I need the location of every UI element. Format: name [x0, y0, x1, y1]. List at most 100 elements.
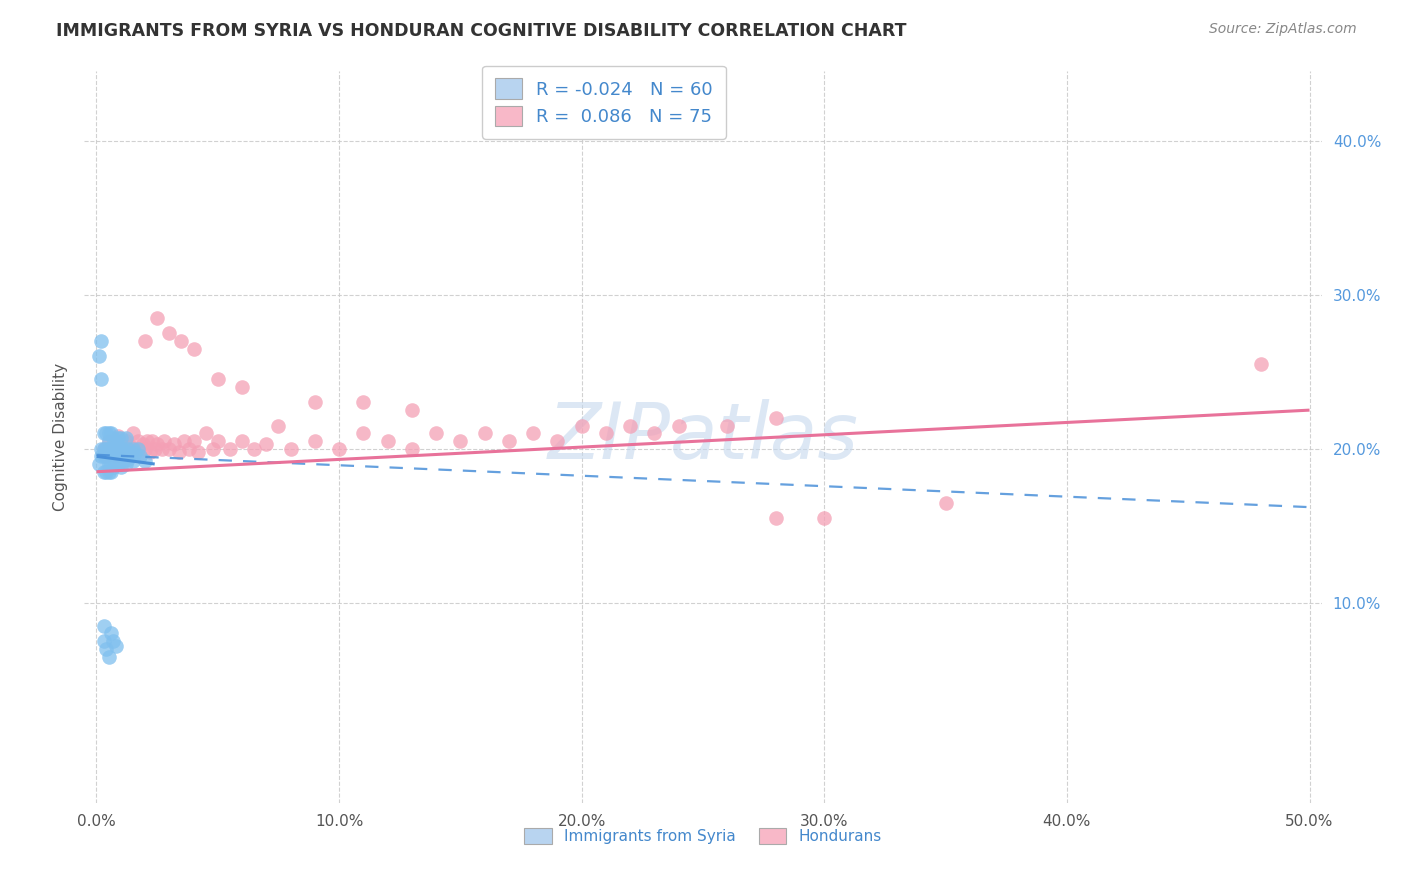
Point	[90, 450, 112, 464]
Point	[97, 649, 120, 664]
Point	[97, 465, 120, 479]
Point	[112, 442, 135, 456]
Point	[157, 442, 180, 456]
Point	[280, 442, 302, 456]
Point	[498, 434, 520, 448]
Point	[90, 372, 112, 386]
Point	[352, 426, 374, 441]
Point	[103, 452, 125, 467]
Point	[97, 426, 120, 441]
Point	[134, 334, 156, 348]
Point	[254, 437, 277, 451]
Point	[129, 450, 152, 464]
Point	[104, 444, 127, 458]
Point	[153, 434, 176, 448]
Point	[87, 349, 110, 363]
Point	[122, 454, 145, 468]
Point	[187, 444, 209, 458]
Point	[103, 431, 125, 445]
Point	[231, 380, 253, 394]
Text: ZIPatlas: ZIPatlas	[547, 399, 859, 475]
Point	[935, 495, 957, 509]
Point	[173, 434, 195, 448]
Point	[183, 434, 205, 448]
Point	[103, 634, 125, 648]
Point	[114, 457, 136, 471]
Point	[93, 634, 115, 648]
Point	[352, 395, 374, 409]
Point	[110, 434, 132, 448]
Point	[104, 457, 127, 471]
Point	[104, 434, 127, 448]
Point	[124, 442, 146, 456]
Point	[114, 431, 136, 445]
Point	[377, 434, 399, 448]
Point	[107, 457, 129, 471]
Point	[183, 342, 205, 356]
Point	[243, 442, 266, 456]
Point	[207, 434, 229, 448]
Point	[813, 511, 835, 525]
Point	[716, 418, 738, 433]
Point	[425, 426, 447, 441]
Point	[100, 444, 122, 458]
Point	[136, 434, 159, 448]
Point	[96, 465, 118, 479]
Point	[146, 437, 169, 451]
Point	[112, 442, 135, 456]
Point	[107, 442, 129, 456]
Point	[146, 310, 169, 325]
Point	[120, 446, 142, 460]
Point	[122, 444, 145, 458]
Point	[163, 437, 186, 451]
Point	[107, 429, 129, 443]
Point	[93, 442, 115, 456]
Point	[401, 403, 423, 417]
Point	[112, 454, 135, 468]
Point	[643, 426, 665, 441]
Point	[110, 442, 132, 456]
Text: Source: ZipAtlas.com: Source: ZipAtlas.com	[1209, 22, 1357, 37]
Point	[668, 418, 690, 433]
Point	[129, 450, 152, 464]
Point	[124, 446, 146, 460]
Point	[143, 442, 166, 456]
Point	[100, 465, 122, 479]
Point	[167, 444, 190, 458]
Point	[104, 450, 127, 464]
Point	[93, 442, 115, 456]
Point	[122, 426, 145, 441]
Point	[219, 442, 242, 456]
Point	[150, 442, 173, 456]
Point	[120, 438, 142, 452]
Point	[100, 426, 122, 441]
Point	[134, 442, 156, 456]
Point	[157, 326, 180, 340]
Point	[90, 334, 112, 348]
Point	[97, 442, 120, 456]
Point	[141, 434, 163, 448]
Point	[97, 450, 120, 464]
Point	[304, 395, 326, 409]
Point	[93, 618, 115, 632]
Point	[765, 410, 787, 425]
Point	[90, 442, 112, 456]
Point	[100, 626, 122, 640]
Point	[134, 454, 156, 468]
Point	[103, 460, 125, 475]
Point	[117, 442, 139, 456]
Point	[93, 450, 115, 464]
Point	[328, 442, 350, 456]
Point	[96, 641, 118, 656]
Point	[765, 511, 787, 525]
Text: IMMIGRANTS FROM SYRIA VS HONDURAN COGNITIVE DISABILITY CORRELATION CHART: IMMIGRANTS FROM SYRIA VS HONDURAN COGNIT…	[56, 22, 907, 40]
Point	[97, 457, 120, 471]
Point	[131, 437, 153, 451]
Point	[110, 450, 132, 464]
Point	[1250, 357, 1272, 371]
Point	[449, 434, 471, 448]
Point	[522, 426, 544, 441]
Point	[117, 450, 139, 464]
Point	[103, 442, 125, 456]
Point	[546, 434, 568, 448]
